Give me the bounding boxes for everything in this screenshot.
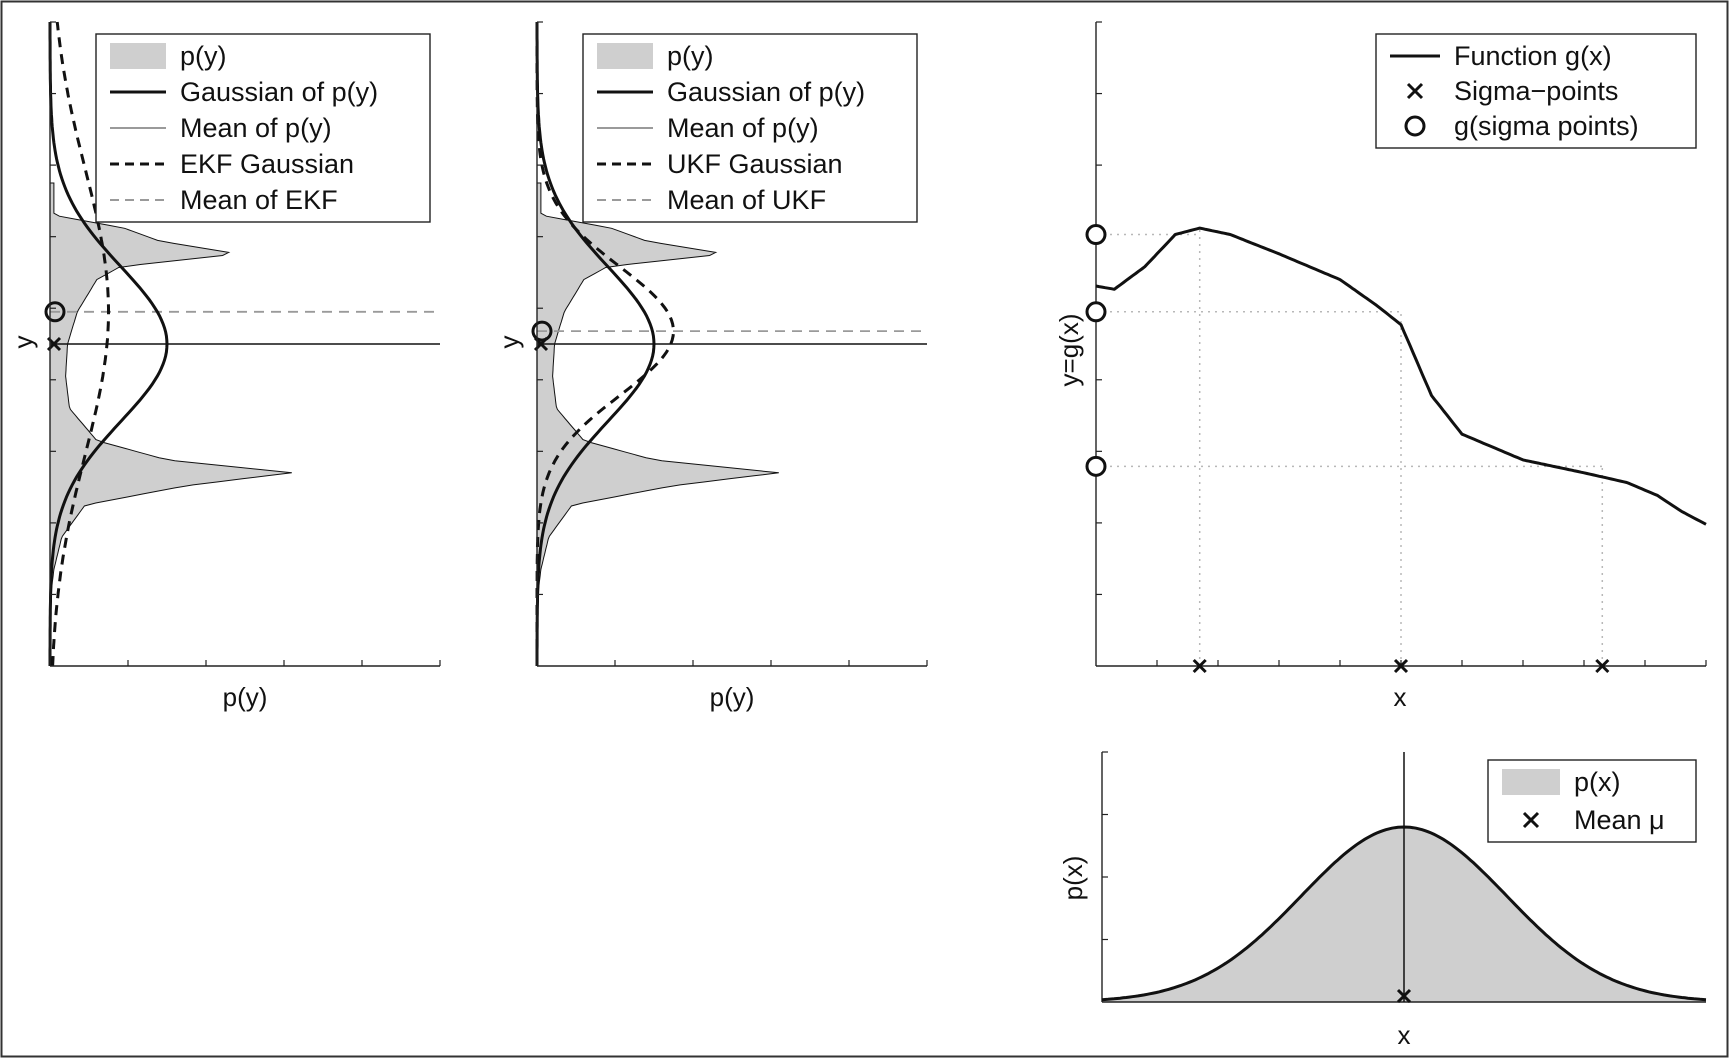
ukf-y-axis-label: y (494, 336, 524, 349)
mean-mu-marker (1396, 988, 1412, 1004)
px-ticks (1102, 751, 1108, 941)
legend-label: Mean of p(y) (667, 113, 819, 143)
legend-label: Function g(x) (1454, 41, 1612, 71)
px-x-axis-label: x (1398, 1020, 1411, 1050)
ekf-ticks (50, 21, 441, 666)
gx-dotted-guides (1096, 228, 1604, 666)
sigma-point-marker (1595, 658, 1610, 674)
legend-label: p(x) (1574, 767, 1621, 797)
gx-x-axis-label: x (1394, 682, 1407, 712)
legend-swatch (597, 43, 653, 69)
ekf-legend: p(y) Gaussian of p(y) Mean of p(y) EKF Gaus… (95, 33, 431, 223)
legend-label: EKF Gaussian (180, 149, 354, 179)
legend-label: Mean μ (1574, 805, 1665, 835)
sigma-point-marker (1192, 658, 1207, 674)
ekf-curves (44, 21, 440, 667)
g-sigma-point-marker (1085, 224, 1107, 246)
legend-label: Mean of EKF (180, 185, 338, 215)
legend-label: Mean of UKF (667, 185, 826, 215)
gaussian-of-py-curve (535, 22, 656, 666)
legend-swatch (110, 43, 166, 69)
ekf-x-axis-label: p(y) (223, 682, 268, 712)
legend-swatch (1522, 811, 1540, 829)
legend-label: p(y) (180, 41, 227, 71)
legend-label: Sigma−points (1454, 76, 1618, 106)
g-sigma-point-marker (1085, 301, 1107, 323)
ukf-ticks (537, 21, 928, 666)
legend-swatch (1406, 82, 1424, 100)
panel-px: x p(x) p(x) Mean μ (1058, 751, 1707, 1050)
legend-label: UKF Gaussian (667, 149, 843, 179)
px-curve (1101, 752, 1707, 1004)
legend-label: Gaussian of p(y) (180, 77, 378, 107)
ekf-y-axis-label: y (8, 336, 38, 349)
function-g-curve (1095, 226, 1707, 526)
g-sigma-point-marker (1085, 455, 1107, 477)
legend-label: g(sigma points) (1454, 111, 1639, 141)
panel-gx: x y=g(x) Function g(x) Sigma−points g(sigm… (1054, 21, 1707, 712)
sigma-point-marker (1393, 658, 1409, 674)
gx-legend: Function g(x) Sigma−points g(sigma points) (1375, 33, 1697, 149)
transformed-point-marker (531, 320, 553, 342)
px-y-axis-label: p(x) (1058, 856, 1088, 901)
gx-curve (1095, 226, 1707, 526)
px-legend: p(x) Mean μ (1487, 759, 1697, 843)
gaussian-of-py-curve (48, 22, 169, 666)
legend-swatch (1404, 115, 1426, 137)
filter-gaussian-curve (51, 21, 110, 667)
legend-label: Gaussian of p(y) (667, 77, 865, 107)
legend-label: Mean of p(y) (180, 113, 332, 143)
gx-y-axis-label: y=g(x) (1054, 314, 1084, 387)
gx-markers (1085, 224, 1610, 674)
panel-ekf: p(y) y p(y) Gaussian of p(y) Mean of p(y) E… (8, 21, 441, 712)
transformed-point-marker (44, 301, 66, 323)
legend-box (1375, 33, 1697, 149)
legend-swatch (1502, 769, 1560, 795)
ukf-legend: p(y) Gaussian of p(y) Mean of p(y) UKF Gaus… (582, 33, 918, 223)
panel-ukf: p(y) y p(y) Gaussian of p(y) Mean of p(y) U… (494, 21, 928, 712)
legend-label: p(y) (667, 41, 714, 71)
ukf-x-axis-label: p(y) (710, 682, 755, 712)
